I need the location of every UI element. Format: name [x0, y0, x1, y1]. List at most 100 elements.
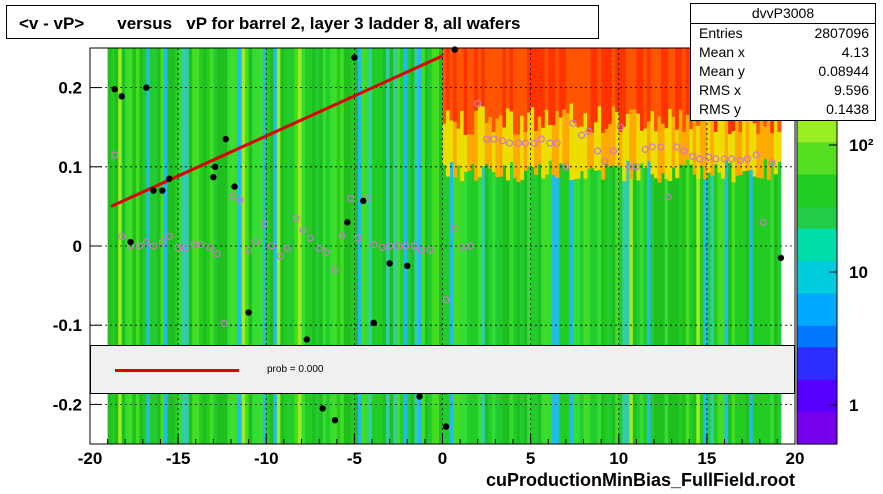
heatmap-cell: [565, 48, 570, 114]
heatmap-cell: [523, 132, 528, 171]
heatmap-cell: [544, 48, 549, 110]
heatmap-cell: [742, 117, 747, 172]
heatmap-cell: [720, 121, 725, 179]
heatmap-cell: [583, 113, 588, 179]
palette-cell: [797, 217, 837, 229]
profile-point-open: [625, 163, 633, 171]
profile-point-filled: [359, 197, 367, 205]
heatmap-cell: [654, 131, 659, 179]
profile-point-open: [260, 220, 269, 228]
palette-cell: [797, 271, 837, 283]
palette-cell: [797, 314, 837, 326]
palette-cell: [797, 141, 837, 153]
heatmap-column: [685, 48, 690, 444]
palette-cell: [797, 400, 837, 413]
profile-point-open: [467, 242, 475, 250]
heatmap-cell: [678, 109, 683, 165]
heatmap-cell: [717, 109, 722, 173]
heatmap-cell: [706, 109, 711, 173]
palette-cell: [797, 379, 837, 391]
profile-point-open: [727, 155, 736, 163]
palette-cell: [797, 206, 837, 218]
heatmap-column: [646, 48, 651, 444]
heatmap-column: [597, 48, 602, 444]
heatmap-cell: [597, 48, 602, 107]
heatmap-cell: [509, 48, 514, 112]
profile-point-open: [322, 248, 330, 256]
heatmap-cell: [745, 110, 750, 171]
profile-point-open: [712, 155, 720, 163]
heatmap-cell: [594, 122, 599, 171]
profile-point-open: [632, 163, 640, 171]
profile-point-open: [190, 240, 198, 249]
heatmap-column: [731, 48, 736, 444]
profile-point-open: [181, 244, 189, 252]
heatmap-cell: [453, 48, 458, 122]
x-tick-label: -10: [254, 449, 279, 468]
heatmap-column: [636, 48, 641, 444]
heatmap-cell: [527, 112, 532, 167]
x-tick-label: 10: [609, 449, 628, 468]
heatmap-cell: [636, 48, 641, 114]
profile-point-open: [118, 232, 126, 241]
profile-point-filled: [111, 85, 118, 93]
profile-point-filled: [127, 238, 134, 246]
heatmap-column: [111, 48, 116, 444]
heatmap-cell: [516, 134, 521, 183]
heatmap-cell: [682, 132, 687, 166]
heatmap-column: [650, 48, 655, 444]
palette-cell: [797, 163, 837, 175]
heatmap-cell: [650, 48, 655, 111]
heatmap-cell: [625, 48, 630, 115]
profile-point-filled: [416, 393, 423, 400]
profile-point-open: [664, 193, 672, 201]
heatmap-cell: [530, 48, 535, 108]
heatmap-cell: [759, 121, 764, 179]
heatmap-cell: [558, 48, 563, 118]
heatmap-column: [305, 48, 310, 444]
heatmap-cell: [477, 48, 482, 106]
heatmap-cell: [636, 113, 641, 181]
profile-point-open: [220, 320, 228, 328]
profile-point-open: [505, 139, 514, 147]
heatmap-cell: [463, 135, 468, 172]
heatmap-cell: [682, 48, 687, 133]
heatmap-column: [505, 48, 510, 444]
heatmap-cell: [467, 134, 472, 171]
heatmap-column: [410, 48, 415, 444]
profile-point-open: [616, 123, 625, 131]
heatmap-cell: [513, 134, 518, 179]
x-tick-label: 20: [786, 449, 805, 468]
palette-cell: [797, 411, 837, 423]
heatmap-cell: [576, 48, 581, 128]
palette-tick-label: 1: [849, 396, 858, 415]
heatmap-cell: [442, 48, 447, 124]
x-tick-label: -5: [347, 449, 362, 468]
profile-point-open: [197, 240, 205, 249]
heatmap-column: [467, 48, 472, 444]
heatmap-column: [735, 48, 740, 444]
heatmap-column: [625, 48, 630, 444]
heatmap-cell: [671, 48, 676, 117]
heatmap-cell: [696, 125, 701, 179]
heatmap-cell: [615, 112, 620, 166]
profile-point-open: [752, 151, 760, 159]
heatmap-cell: [449, 48, 454, 121]
heatmap-cell: [548, 48, 553, 126]
profile-point-open: [451, 224, 459, 233]
profile-point-filled: [143, 84, 150, 91]
profile-point-filled: [404, 262, 411, 269]
heatmap-column: [195, 48, 200, 444]
heatmap-column: [442, 48, 447, 444]
heatmap-cell: [643, 48, 648, 129]
profile-point-open: [657, 143, 665, 151]
profile-point-open: [229, 192, 237, 200]
chart-title: <v - vP> versus vP for barrel 2, layer 3…: [19, 14, 521, 33]
x-tick-label: 15: [697, 449, 716, 468]
profile-point-filled: [331, 417, 339, 424]
heatmap-column: [132, 48, 137, 444]
heatmap-cell: [463, 48, 468, 136]
profile-point-open: [331, 266, 339, 274]
profile-point-open: [768, 159, 776, 167]
